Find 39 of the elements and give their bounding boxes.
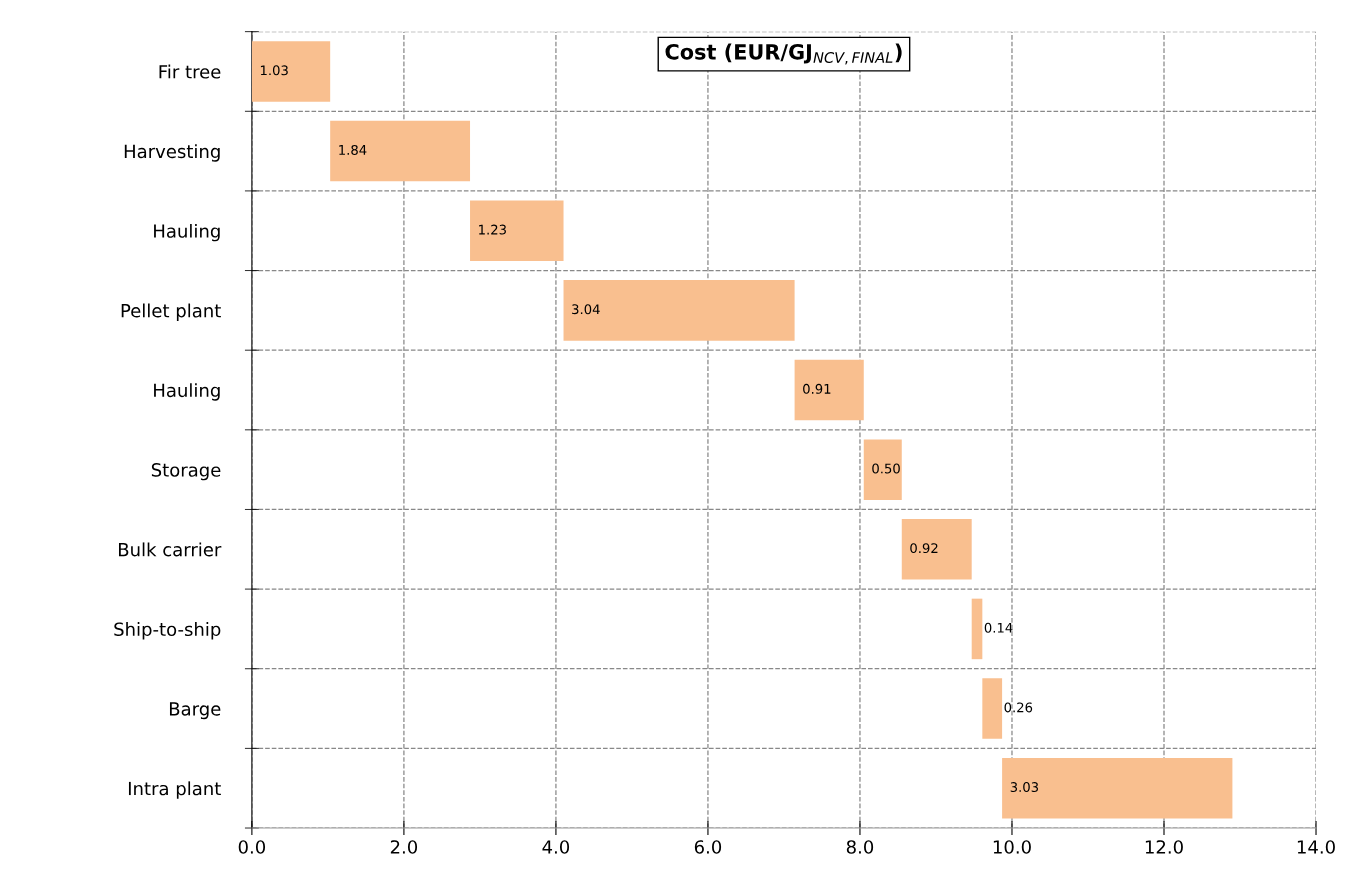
bar [563,280,795,341]
bar [470,200,564,261]
y-tick-label: Hauling [154,383,220,401]
x-tick-label: 6.0 [694,840,722,854]
data-label: 3.03 [1010,782,1039,793]
x-tick-label: 0.0 [238,840,266,854]
x-tick-label: 2.0 [390,840,418,854]
bar [1002,757,1233,819]
data-label: 0.14 [984,622,1013,633]
data-label: 0.91 [803,383,831,394]
data-label: 0.92 [910,543,938,554]
data-label: 0.26 [1004,702,1033,713]
y-tick-label: Pellet plant [121,303,221,321]
y-tick-label: Harvesting [124,144,220,162]
y-tick-label: Fir tree [159,64,221,79]
x-tick-label: 8.0 [846,840,874,854]
y-tick-label: Intra plant [128,781,221,799]
bar [971,598,983,660]
data-label: 1.23 [479,224,506,235]
data-label: 1.84 [339,144,367,155]
y-tick-label: Hauling [154,223,220,242]
x-tick-label: 4.0 [542,840,570,854]
data-label: 0.50 [872,463,900,474]
bar [863,439,902,500]
text: Cost (EUR/GJ$_{NCV,FINAL}$) [665,43,902,65]
x-tick-label: 12.0 [1145,840,1183,854]
y-tick-label: Storage [151,463,221,481]
y-tick-label: Bulk carrier [119,542,222,557]
x-tick-label: 14.0 [1297,840,1335,854]
bar [982,678,1003,739]
x-tick-label: 10.0 [993,840,1031,854]
y-tick-label: Ship-to-ship [114,622,221,640]
bar [901,519,972,580]
bar [251,41,331,102]
bar [794,359,864,421]
data-label: 1.03 [260,65,288,76]
y-tick-label: Barge [169,702,221,720]
bar [330,120,471,182]
data-label: 3.04 [572,304,600,315]
